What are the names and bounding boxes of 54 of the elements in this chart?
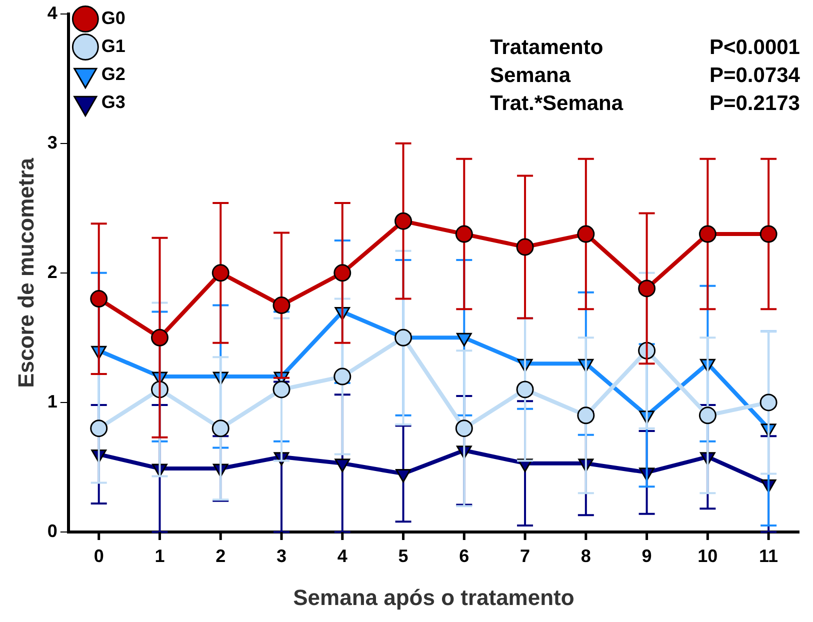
- annotation: Tratamento: [490, 36, 604, 60]
- x-tick-label: 6: [459, 546, 470, 566]
- x-tick-label: 8: [580, 546, 591, 566]
- x-tick-label: 2: [216, 546, 226, 566]
- point: [334, 368, 352, 386]
- y-axis-title: Escore de mucometra: [13, 157, 38, 388]
- point: [90, 290, 108, 308]
- annotation: P<0.0001: [708, 36, 800, 60]
- annotation: Semana: [490, 64, 572, 88]
- annotation: P=0.0734: [708, 64, 800, 88]
- x-tick-label: 11: [759, 546, 778, 566]
- point: [577, 225, 595, 243]
- y-tick-label: 4: [47, 2, 58, 23]
- point: [394, 328, 412, 346]
- x-tick-label: 0: [94, 546, 104, 566]
- point: [272, 296, 290, 314]
- legend-label: G1: [101, 36, 126, 56]
- x-tick-label: 10: [698, 546, 718, 566]
- annotation: Trat.*Semana: [490, 92, 624, 116]
- point: [90, 420, 108, 438]
- point: [334, 264, 352, 282]
- legend-label: G3: [101, 92, 126, 112]
- point: [516, 380, 534, 398]
- y-tick-label: 0: [47, 520, 58, 541]
- x-tick-label: 5: [398, 546, 408, 566]
- point: [516, 238, 534, 256]
- point: [456, 332, 472, 346]
- point: [760, 394, 778, 412]
- point: [698, 225, 716, 243]
- point: [212, 264, 230, 282]
- point: [638, 280, 656, 298]
- point: [455, 225, 473, 243]
- y-tick-label: 1: [47, 391, 58, 412]
- point: [577, 406, 595, 424]
- x-tick-label: 7: [520, 546, 530, 566]
- point: [150, 328, 168, 346]
- legend-label: G0: [101, 8, 126, 28]
- point: [698, 406, 716, 424]
- point: [394, 212, 412, 230]
- legend-label: G2: [101, 64, 126, 84]
- x-axis-title: Semana após o tratamento: [293, 584, 574, 610]
- point: [272, 380, 290, 398]
- x-tick-label: 1: [154, 546, 165, 566]
- point: [455, 420, 473, 438]
- x-tick-label: 9: [642, 546, 652, 566]
- point: [334, 458, 350, 472]
- x-tick-label: 4: [337, 546, 348, 566]
- x-tick-label: 3: [276, 546, 287, 566]
- y-tick-label: 3: [47, 132, 58, 152]
- point: [212, 420, 230, 438]
- point: [396, 468, 411, 482]
- point: [760, 225, 778, 243]
- annotation: P=0.2173: [708, 92, 800, 116]
- y-tick-label: 2: [47, 262, 58, 282]
